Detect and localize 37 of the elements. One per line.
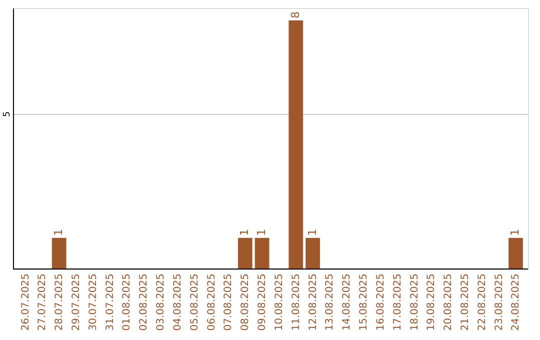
data-label: 1 — [306, 228, 319, 236]
x-tick-label: 21.08.2025 — [460, 274, 471, 331]
data-label: 1 — [255, 228, 268, 236]
y-tick-label: 5 — [2, 111, 12, 118]
x-tick-label: 01.08.2025 — [122, 274, 133, 331]
x-tick-label: 24.08.2025 — [510, 274, 522, 331]
x-tick-label: 08.08.2025 — [240, 274, 252, 331]
data-label: 1 — [238, 228, 252, 236]
x-tick-label: 02.08.2025 — [138, 274, 150, 331]
x-tick-label: 13.08.2025 — [324, 274, 336, 331]
data-label: 1 — [52, 228, 66, 236]
x-tick-label: 03.08.2025 — [156, 274, 167, 331]
x-tick-label: 15.08.2025 — [358, 274, 370, 331]
x-tick-label: 06.08.2025 — [206, 274, 218, 331]
x-tick-label: 23.08.2025 — [494, 274, 505, 331]
data-label: 8 — [288, 11, 302, 18]
x-tick-label: 14.08.2025 — [342, 274, 353, 331]
x-tick-label: 09.08.2025 — [257, 274, 268, 331]
x-tick-label: 31.07.2025 — [104, 274, 116, 331]
x-tick-label: 10.08.2025 — [274, 274, 285, 331]
x-tick-label: 26.07.2025 — [20, 274, 32, 331]
x-tick-label: 20.08.2025 — [443, 274, 454, 331]
x-tick-label: 12.08.2025 — [308, 274, 319, 331]
x-tick-label: 27.07.2025 — [37, 274, 48, 331]
x-tick-label: 22.08.2025 — [476, 274, 488, 331]
x-tick-label: 28.07.2025 — [54, 274, 66, 331]
x-tick-label: 04.08.2025 — [172, 274, 184, 331]
x-tick-label: 30.07.2025 — [88, 274, 99, 331]
x-tick-label: 07.08.2025 — [223, 274, 234, 331]
x-tick-label: 16.08.2025 — [375, 274, 386, 331]
data-label: 1 — [508, 228, 522, 236]
x-tick-label: 05.08.2025 — [189, 274, 200, 331]
x-tick-label: 19.08.2025 — [426, 274, 438, 331]
x-tick-label: 18.08.2025 — [409, 274, 420, 331]
x-tick-label: 29.07.2025 — [71, 274, 82, 331]
x-tick-label: 17.08.2025 — [392, 274, 404, 331]
x-tick-label: 11.08.2025 — [290, 274, 302, 331]
